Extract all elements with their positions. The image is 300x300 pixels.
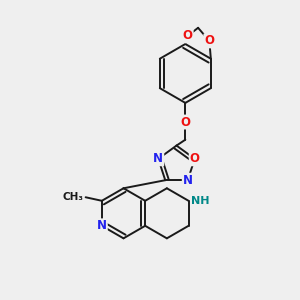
Text: N: N	[153, 152, 163, 165]
Text: O: O	[183, 29, 193, 42]
Text: CH₃: CH₃	[62, 192, 83, 202]
Text: O: O	[190, 152, 200, 165]
Text: O: O	[180, 116, 190, 128]
Text: O: O	[204, 34, 214, 47]
Text: N: N	[183, 174, 193, 187]
Text: N: N	[97, 219, 107, 232]
Text: NH: NH	[191, 196, 209, 206]
